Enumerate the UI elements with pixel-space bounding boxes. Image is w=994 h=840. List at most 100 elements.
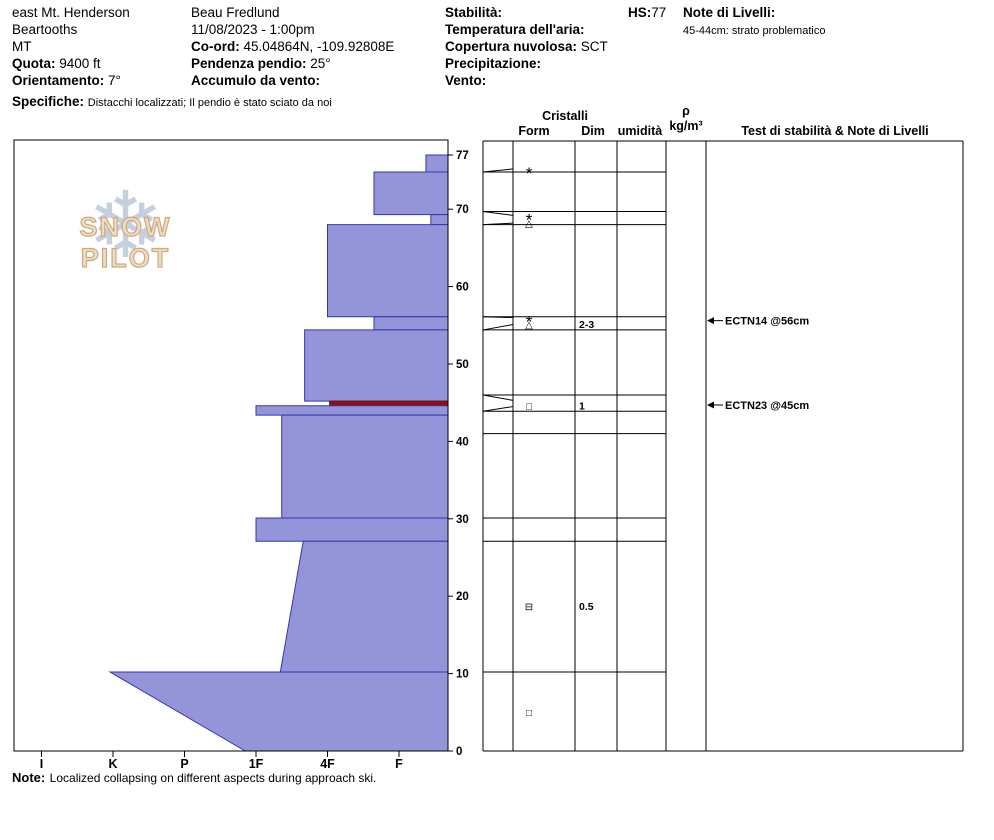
slope-value: 25° [310, 56, 331, 71]
crystal-form-symbol: △ [525, 320, 533, 331]
problem-layer [329, 400, 449, 407]
aspect-value: 7° [108, 73, 121, 88]
footer-note-label: Note: [12, 770, 46, 785]
specifics-row: Specifiche: Distacchi localizzati; Il pe… [12, 93, 332, 110]
coord-row: Co-ord: 45.04864N, -109.92808E [191, 38, 394, 55]
depth-tick-label: 10 [456, 669, 469, 681]
hardness-tick-label: 1F [249, 757, 264, 771]
wind-row: Vento: [445, 72, 608, 89]
depth-tick-label: 70 [456, 204, 469, 216]
crystal-form-symbol: □ [526, 708, 532, 719]
specifics-label: Specifiche: [12, 94, 85, 109]
leader-line [482, 211, 514, 216]
coord-value: 45.04864N, -109.92808E [243, 39, 395, 54]
aspect-label: Orientamento: [12, 73, 105, 88]
tests-column-header: Test di stabilità & Note di Livelli [741, 124, 929, 138]
test-arrow-head [707, 401, 714, 409]
footer-note: Note: Localized collapsing on different … [12, 769, 376, 787]
windload-label: Accumulo da vento: [191, 73, 321, 88]
crystal-form-symbol: * [526, 313, 533, 332]
slope-row: Pendenza pendio: 25° [191, 55, 394, 72]
crystal-dim-value: 0.5 [579, 601, 594, 613]
depth-tick-label: 20 [456, 591, 469, 603]
wind-label: Vento: [445, 73, 487, 88]
test-arrow-head [707, 317, 714, 325]
site-name: east Mt. Henderson [12, 5, 130, 20]
leader-line [482, 316, 514, 319]
coord-label: Co-ord: [191, 39, 240, 54]
depth-tick-label: 77 [456, 150, 469, 162]
test-label: ECTN14 @56cm [725, 316, 809, 328]
form-column-header: Form [518, 124, 550, 138]
snow-layer [373, 171, 449, 216]
leader-line [482, 406, 514, 412]
leader-line [482, 222, 514, 226]
density-units-header: kg/m³ [669, 119, 703, 133]
leader-line [482, 324, 514, 331]
windload-row: Accumulo da vento: [191, 72, 394, 89]
depth-tick-label: 0 [456, 746, 462, 758]
crystal-form-symbol: △ [525, 219, 533, 230]
aspect-row: Orientamento: 7° [12, 72, 332, 89]
site-state: MT [12, 39, 32, 54]
depth-tick-label: 60 [456, 282, 469, 294]
snow-layer [304, 329, 449, 402]
footer-note-text: Localized collapsing on different aspect… [49, 771, 377, 785]
chart-border [13, 139, 449, 752]
density-column-header: ρ [682, 104, 690, 118]
header-conditions-block: Stabilità: Temperatura dell'aria: Copert… [445, 4, 608, 89]
layernotes-label: Note di Livelli: [683, 5, 776, 20]
crystal-dim-value: 1 [579, 400, 585, 412]
snow-layer [108, 671, 449, 752]
snow-layer [425, 154, 449, 173]
specifics-value: Distacchi localizzati; Il pendio è stato… [87, 97, 332, 109]
crystal-dim-value: 2-3 [579, 319, 594, 331]
depth-tick-label: 50 [456, 359, 469, 371]
snow-layer [373, 316, 449, 331]
hardness-tick-label: K [108, 757, 117, 771]
layernotes-value: 45-44cm: strato problematico [683, 25, 826, 37]
snow-height-row: HS:77 [628, 4, 666, 21]
observer-name: Beau Fredlund [191, 5, 280, 20]
snow-layer [327, 224, 449, 318]
elevation-value: 9400 ft [59, 56, 101, 71]
leader-line [482, 168, 514, 173]
header-observer-block: Beau Fredlund 11/08/2023 - 1:00pm Co-ord… [191, 4, 394, 89]
header-layernotes-block: Note di Livelli: 45-44cm: strato problem… [683, 4, 825, 40]
stability-label: Stabilità: [445, 5, 503, 20]
hardness-tick-label: P [180, 757, 188, 771]
snowpilot-logo: ❄ SNOW PILOT [38, 176, 213, 276]
elevation-label: Quota: [12, 56, 56, 71]
snowpilot-logo-text: SNOW PILOT [79, 211, 172, 273]
hs-label: HS: [628, 5, 652, 20]
airtemp-label: Temperatura dell'aria: [445, 22, 585, 37]
crystal-form-symbol: * [526, 164, 533, 183]
depth-tick-label: 30 [456, 514, 469, 526]
stability-row: Stabilità: [445, 4, 608, 21]
hardness-tick-label: F [395, 757, 403, 771]
crystal-form-symbol: ⊟ [525, 602, 533, 613]
header-site-block: east Mt. Henderson Beartooths MT Quota: … [12, 4, 332, 110]
elevation-row: Quota: 9400 ft [12, 55, 332, 72]
depth-tick-label: 40 [456, 436, 469, 448]
site-range: Beartooths [12, 22, 78, 37]
snow-layer [255, 517, 449, 542]
dim-column-header: Dim [581, 124, 605, 138]
crystal-form-symbol: □ [526, 401, 532, 412]
pit-datetime: 11/08/2023 - 1:00pm [191, 22, 315, 37]
crystal-form-symbol: * [526, 210, 533, 229]
snow-layer [255, 405, 449, 416]
sky-value: SCT [580, 39, 608, 54]
humidity-column-header: umidità [617, 124, 663, 138]
test-label: ECTN23 @45cm [725, 400, 809, 412]
sky-row: Copertura nuvolosa: SCT [445, 38, 608, 55]
precip-row: Precipitazione: [445, 55, 608, 72]
leader-line [482, 394, 514, 401]
sky-label: Copertura nuvolosa: [445, 39, 578, 54]
snow-layer [430, 214, 449, 226]
snow-layer [281, 414, 449, 519]
hs-value: 77 [651, 5, 667, 20]
precip-label: Precipitazione: [445, 56, 542, 71]
